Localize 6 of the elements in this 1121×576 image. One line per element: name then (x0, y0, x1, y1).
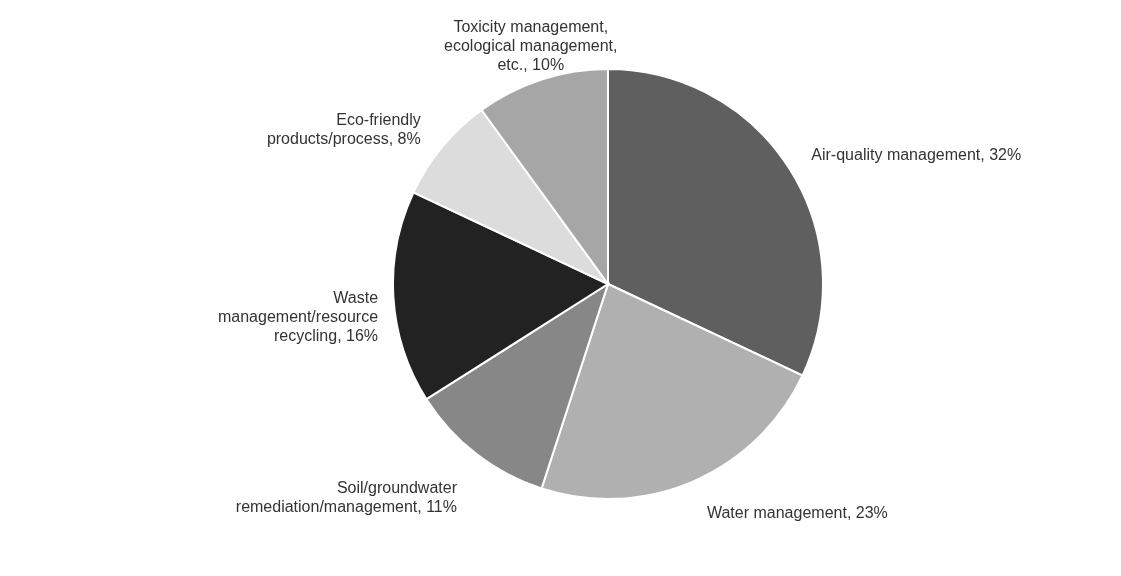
slice-label: Water management, 23% (706, 503, 888, 521)
slice-label: Waste management/resource recycling, 16% (217, 289, 379, 345)
slice-label: Air-quality management, 32% (811, 145, 1022, 163)
slice-label: Soil/groundwater remediation/management, 11% (235, 479, 458, 516)
slice-label: Eco-friendly products/process, 8% (266, 110, 421, 147)
slice-label: Toxicity management, ecological management, etc., 10% (444, 18, 618, 74)
